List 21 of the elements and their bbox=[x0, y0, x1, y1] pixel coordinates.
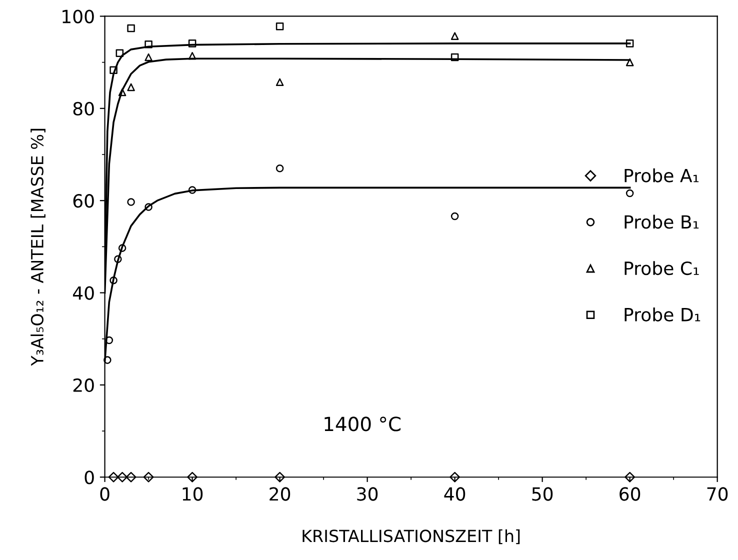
y-tick-label: 20 bbox=[73, 378, 94, 392]
x-tick-label: 10 bbox=[182, 487, 203, 501]
legend-label: Probe B₁ bbox=[624, 214, 699, 229]
x-tick-label: 50 bbox=[532, 487, 553, 501]
y-tick-label: 0 bbox=[84, 470, 94, 484]
x-tick-label: 0 bbox=[100, 487, 110, 501]
y-tick-label: 60 bbox=[73, 194, 94, 208]
x-tick-label: 20 bbox=[270, 487, 290, 501]
x-axis-title: KRISTALLISATIONSZEIT [h] bbox=[302, 529, 520, 544]
y-tick-label: 100 bbox=[62, 10, 94, 24]
x-tick-label: 70 bbox=[707, 487, 728, 501]
y-axis-title: Y₃Al₅O₁₂ - ANTEIL [MASSE %] bbox=[30, 128, 46, 366]
x-tick-label: 40 bbox=[444, 487, 466, 501]
x-tick-label: 60 bbox=[620, 487, 640, 501]
legend-label: Probe A₁ bbox=[624, 168, 699, 182]
legend-label: Probe D₁ bbox=[624, 307, 700, 322]
y-tick-label: 40 bbox=[72, 286, 94, 300]
legend-label: Probe C₁ bbox=[624, 261, 699, 276]
x-tick-label: 30 bbox=[357, 487, 378, 501]
annotation: 1400 °C bbox=[324, 416, 400, 432]
y-tick-label: 80 bbox=[73, 102, 94, 116]
